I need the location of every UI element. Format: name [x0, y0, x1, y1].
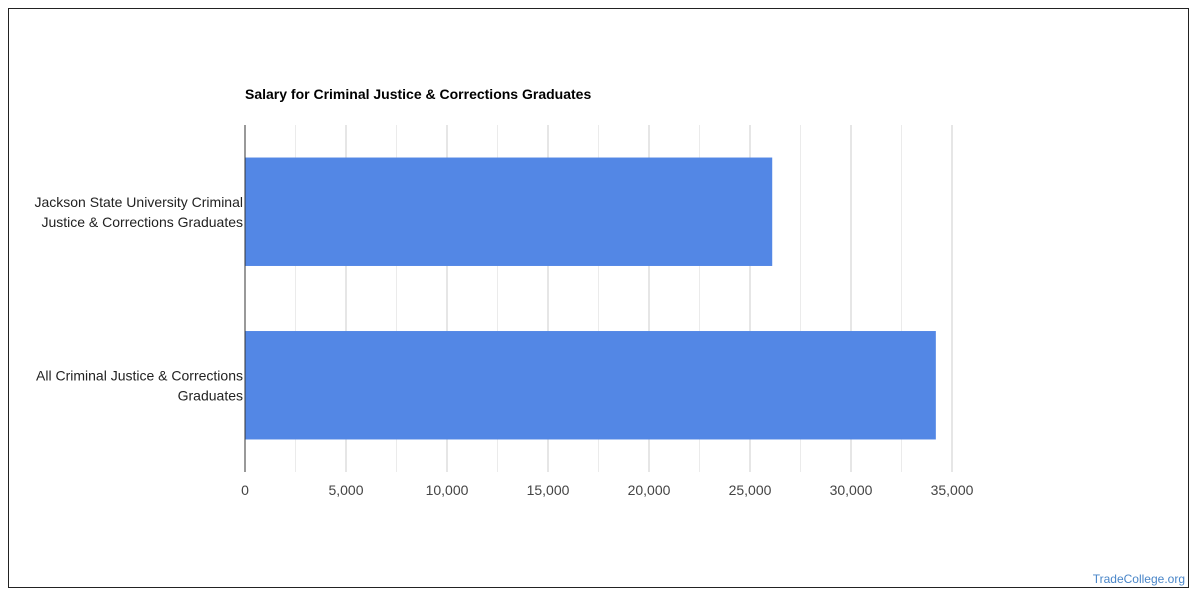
watermark[interactable]: TradeCollege.org [1092, 572, 1185, 586]
x-tick-label: 35,000 [931, 482, 974, 498]
category-label-line: Graduates [178, 387, 243, 403]
chart-title: Salary for Criminal Justice & Correction… [245, 86, 591, 102]
bars [245, 157, 936, 440]
category-label-line: Jackson State University Criminal [34, 194, 243, 210]
x-tick-label: 15,000 [527, 482, 570, 498]
category-label-0: Jackson State University Criminal Justice… [34, 194, 243, 230]
category-label-1: All Criminal Justice & Corrections Gradua… [36, 367, 243, 403]
x-tick-label: 30,000 [830, 482, 873, 498]
x-axis-tick-labels: 0 5,000 10,000 15,000 20,000 25,000 30,000 35,0… [241, 482, 974, 498]
category-label-line: All Criminal Justice & Corrections [36, 367, 243, 383]
x-tick-label: 25,000 [729, 482, 772, 498]
bar-0[interactable] [245, 157, 773, 266]
x-tick-label: 20,000 [628, 482, 671, 498]
x-tick-label: 10,000 [426, 482, 469, 498]
x-tick-label: 0 [241, 482, 249, 498]
category-labels: Jackson State University Criminal Justice… [34, 194, 243, 404]
category-label-line: Justice & Corrections Graduates [41, 214, 243, 230]
x-tick-label: 5,000 [328, 482, 363, 498]
bar-1[interactable] [245, 331, 936, 440]
